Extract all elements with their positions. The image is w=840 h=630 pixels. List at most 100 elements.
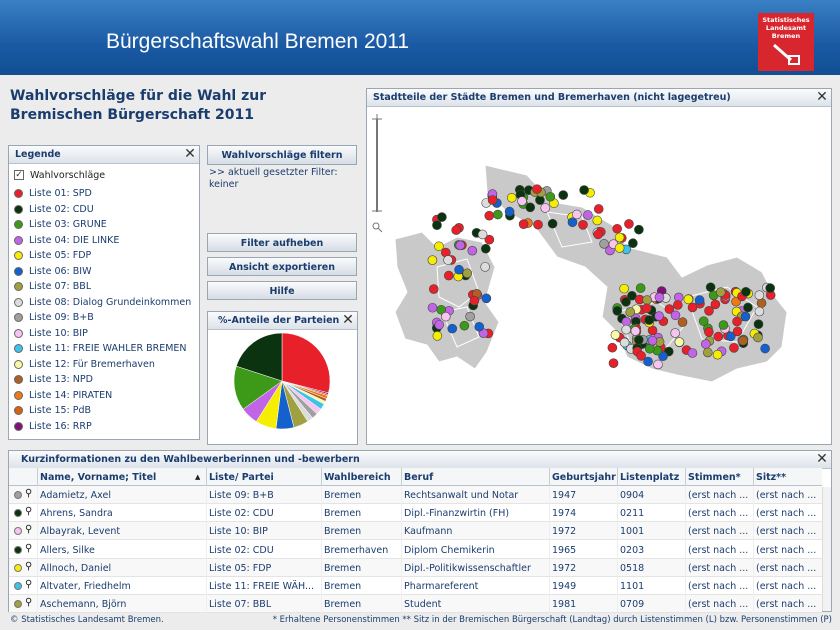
candidate-marker[interactable] [440,311,451,322]
candidate-marker[interactable] [621,297,631,307]
candidate-marker[interactable] [653,359,663,370]
candidate-marker[interactable] [619,337,630,348]
candidate-marker[interactable] [701,339,711,349]
candidate-marker[interactable] [647,335,658,346]
candidate-marker[interactable] [644,315,654,325]
candidate-marker[interactable] [677,317,688,327]
candidate-marker[interactable] [732,316,742,327]
candidate-marker[interactable] [610,330,621,340]
zoom-icon[interactable]: ⚲ [25,488,33,499]
candidate-marker[interactable] [432,331,443,341]
candidate-marker[interactable] [518,219,529,229]
candidate-marker[interactable] [635,283,646,293]
candidate-marker[interactable] [765,283,775,293]
candidate-marker[interactable] [627,290,637,301]
candidate-marker[interactable] [532,184,542,194]
help-button[interactable]: Hilfe [207,281,357,300]
reset-button[interactable]: Filter aufheben [207,233,357,252]
candidate-marker[interactable] [705,282,716,293]
scrollbar[interactable] [822,487,831,611]
candidate-marker[interactable] [451,225,462,235]
candidate-marker[interactable] [434,241,444,252]
candidate-marker[interactable] [754,306,765,317]
candidate-marker[interactable] [687,348,698,358]
candidate-marker[interactable] [454,264,464,275]
candidate-marker[interactable] [612,305,623,316]
candidate-marker[interactable] [683,294,694,305]
candidate-marker[interactable] [687,302,698,313]
table-row[interactable] [9,522,822,541]
candidate-marker[interactable] [614,243,625,253]
candidate-marker[interactable] [434,320,445,330]
table-row[interactable] [9,504,822,523]
candidate-marker[interactable] [741,287,751,297]
candidate-marker[interactable] [432,220,442,231]
candidate-marker[interactable] [654,292,665,303]
candidate-marker[interactable] [630,326,641,336]
candidate-marker[interactable] [644,343,655,354]
close-button[interactable]: ✕ [816,89,828,105]
candidate-marker[interactable] [443,270,454,281]
candidate-marker[interactable] [525,202,536,213]
column-header[interactable]: Sitz** [753,468,821,486]
candidate-marker[interactable] [753,332,763,343]
zoom-icon[interactable]: ⚲ [25,524,33,536]
candidate-marker[interactable] [608,358,619,368]
table-row[interactable] [9,540,822,559]
candidate-marker[interactable] [743,302,753,313]
candidate-marker[interactable] [674,337,685,347]
candidate-marker[interactable] [465,311,475,322]
column-header[interactable]: Stimmen* [685,468,753,486]
candidate-marker[interactable] [462,268,473,279]
candidate-marker[interactable] [628,238,638,249]
export-button[interactable]: Ansicht exportieren [207,257,357,276]
candidate-marker[interactable] [428,284,439,294]
candidate-marker[interactable] [694,295,705,305]
zoom-icon[interactable]: ⚲ [25,597,33,609]
candidate-marker[interactable] [754,290,765,301]
close-button[interactable]: ✕ [342,312,354,328]
candidate-marker[interactable] [621,324,631,335]
candidate-marker[interactable] [729,343,739,353]
candidate-marker[interactable] [506,192,517,203]
candidate-marker[interactable] [712,349,723,360]
candidate-marker[interactable] [670,328,681,338]
candidate-marker[interactable] [484,234,495,245]
candidate-marker[interactable] [619,283,629,294]
candidate-marker[interactable] [607,342,618,353]
candidate-marker[interactable] [443,255,453,265]
table-row[interactable] [9,577,822,595]
zoom-icon[interactable]: ⚲ [25,506,33,518]
logo[interactable]: Statistisches Landesamt Bremen [758,13,814,71]
column-header[interactable]: Liste/ Partei [206,468,321,486]
candidate-marker[interactable] [642,303,652,314]
candidate-marker[interactable] [593,204,604,214]
candidate-marker[interactable] [670,310,681,321]
candidate-marker[interactable] [567,217,578,228]
column-header[interactable]: Beruf [401,468,549,486]
column-header[interactable]: Listenplatz [617,468,685,486]
candidate-marker[interactable] [480,243,491,254]
candidate-marker[interactable] [517,196,527,206]
close-button[interactable]: ✕ [184,146,196,162]
candidate-marker[interactable] [599,239,609,249]
candidate-marker[interactable] [558,190,569,200]
candidate-marker[interactable] [753,319,764,329]
candidate-marker[interactable] [716,287,726,298]
candidate-marker[interactable] [447,323,458,334]
candidate-marker[interactable] [740,311,751,322]
candidate-marker[interactable] [612,223,622,234]
candidate-marker[interactable] [642,295,652,305]
column-header[interactable]: Name, Vorname; Titel [37,468,206,486]
candidate-marker[interactable] [469,295,480,306]
candidate-marker[interactable] [477,229,488,240]
candidate-marker[interactable] [437,212,447,222]
candidate-marker[interactable] [634,335,644,345]
candidate-marker[interactable] [455,240,466,251]
candidate-marker[interactable] [593,229,603,240]
candidate-marker[interactable] [572,209,582,220]
candidate-marker[interactable] [726,331,736,342]
candidate-marker[interactable] [533,219,543,230]
candidate-marker[interactable] [427,255,438,265]
zoom-icon[interactable]: ⚲ [25,579,33,590]
